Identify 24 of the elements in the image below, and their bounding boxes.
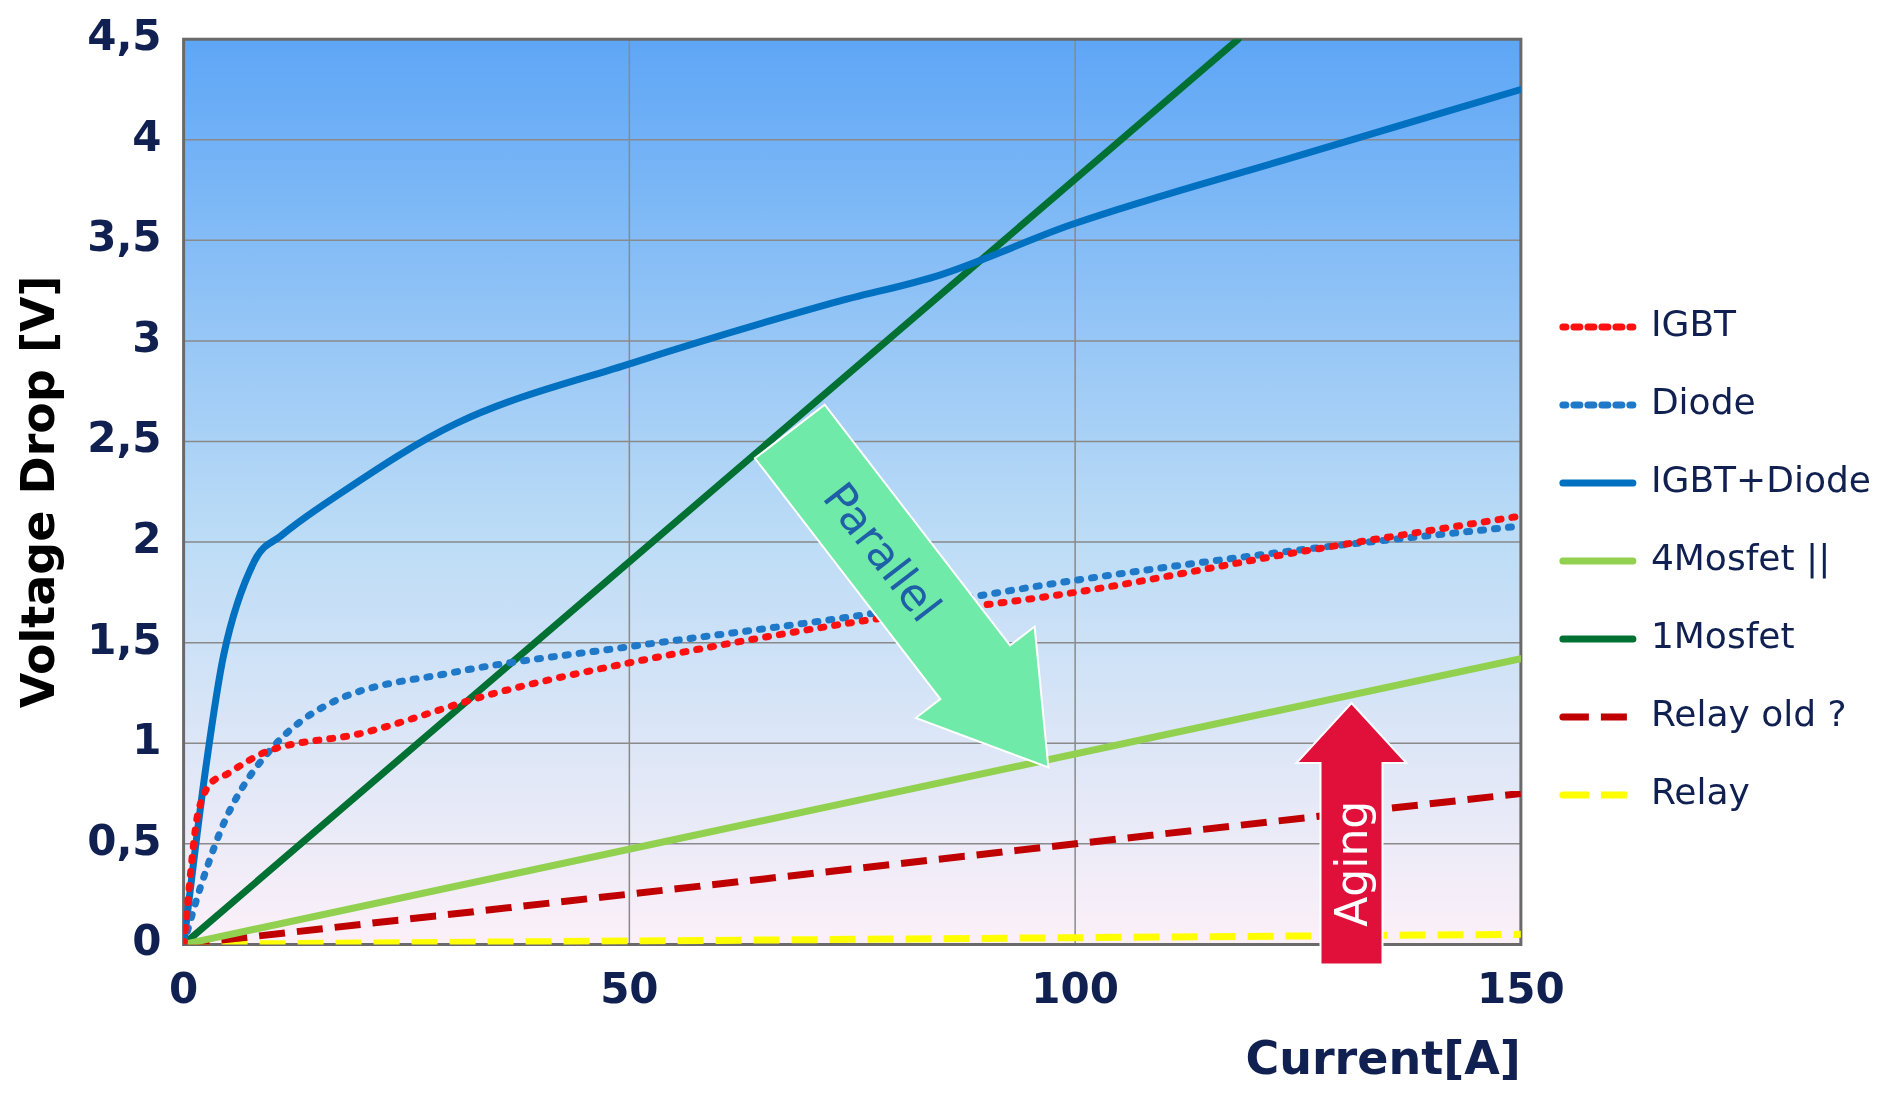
y-tick-label: 2 bbox=[132, 514, 162, 563]
y-axis-title: Voltage Drop [V] bbox=[10, 275, 65, 709]
legend-label: IGBT bbox=[1650, 303, 1738, 345]
y-tick-label: 3 bbox=[132, 312, 162, 362]
legend-label: IGBT+Diode bbox=[1650, 459, 1872, 501]
y-tick-label: 1 bbox=[132, 715, 162, 765]
x-axis-title: Current[A] bbox=[1245, 1031, 1521, 1086]
legend-label: Diode bbox=[1650, 381, 1756, 423]
legend-label: Relay old ? bbox=[1650, 693, 1847, 735]
x-tick-label: 150 bbox=[1477, 963, 1565, 1013]
y-tick-label: 4,5 bbox=[87, 11, 162, 61]
x-tick-label: 100 bbox=[1031, 963, 1119, 1013]
y-tick-label: 4 bbox=[132, 111, 162, 161]
x-tick-label: 0 bbox=[168, 963, 199, 1013]
legend-label: Relay bbox=[1650, 771, 1750, 813]
legend-label: 1Mosfet bbox=[1650, 615, 1795, 657]
legend-label: 4Mosfet || bbox=[1650, 537, 1831, 580]
y-tick-label: 0 bbox=[132, 916, 162, 966]
y-tick-label: 1,5 bbox=[87, 614, 162, 664]
annotation: Aging bbox=[1326, 800, 1377, 927]
x-tick-label: 50 bbox=[600, 963, 659, 1013]
y-tick-label: 0,5 bbox=[87, 815, 162, 865]
y-tick-label: 2,5 bbox=[87, 413, 162, 463]
y-tick-label: 3,5 bbox=[87, 212, 162, 262]
